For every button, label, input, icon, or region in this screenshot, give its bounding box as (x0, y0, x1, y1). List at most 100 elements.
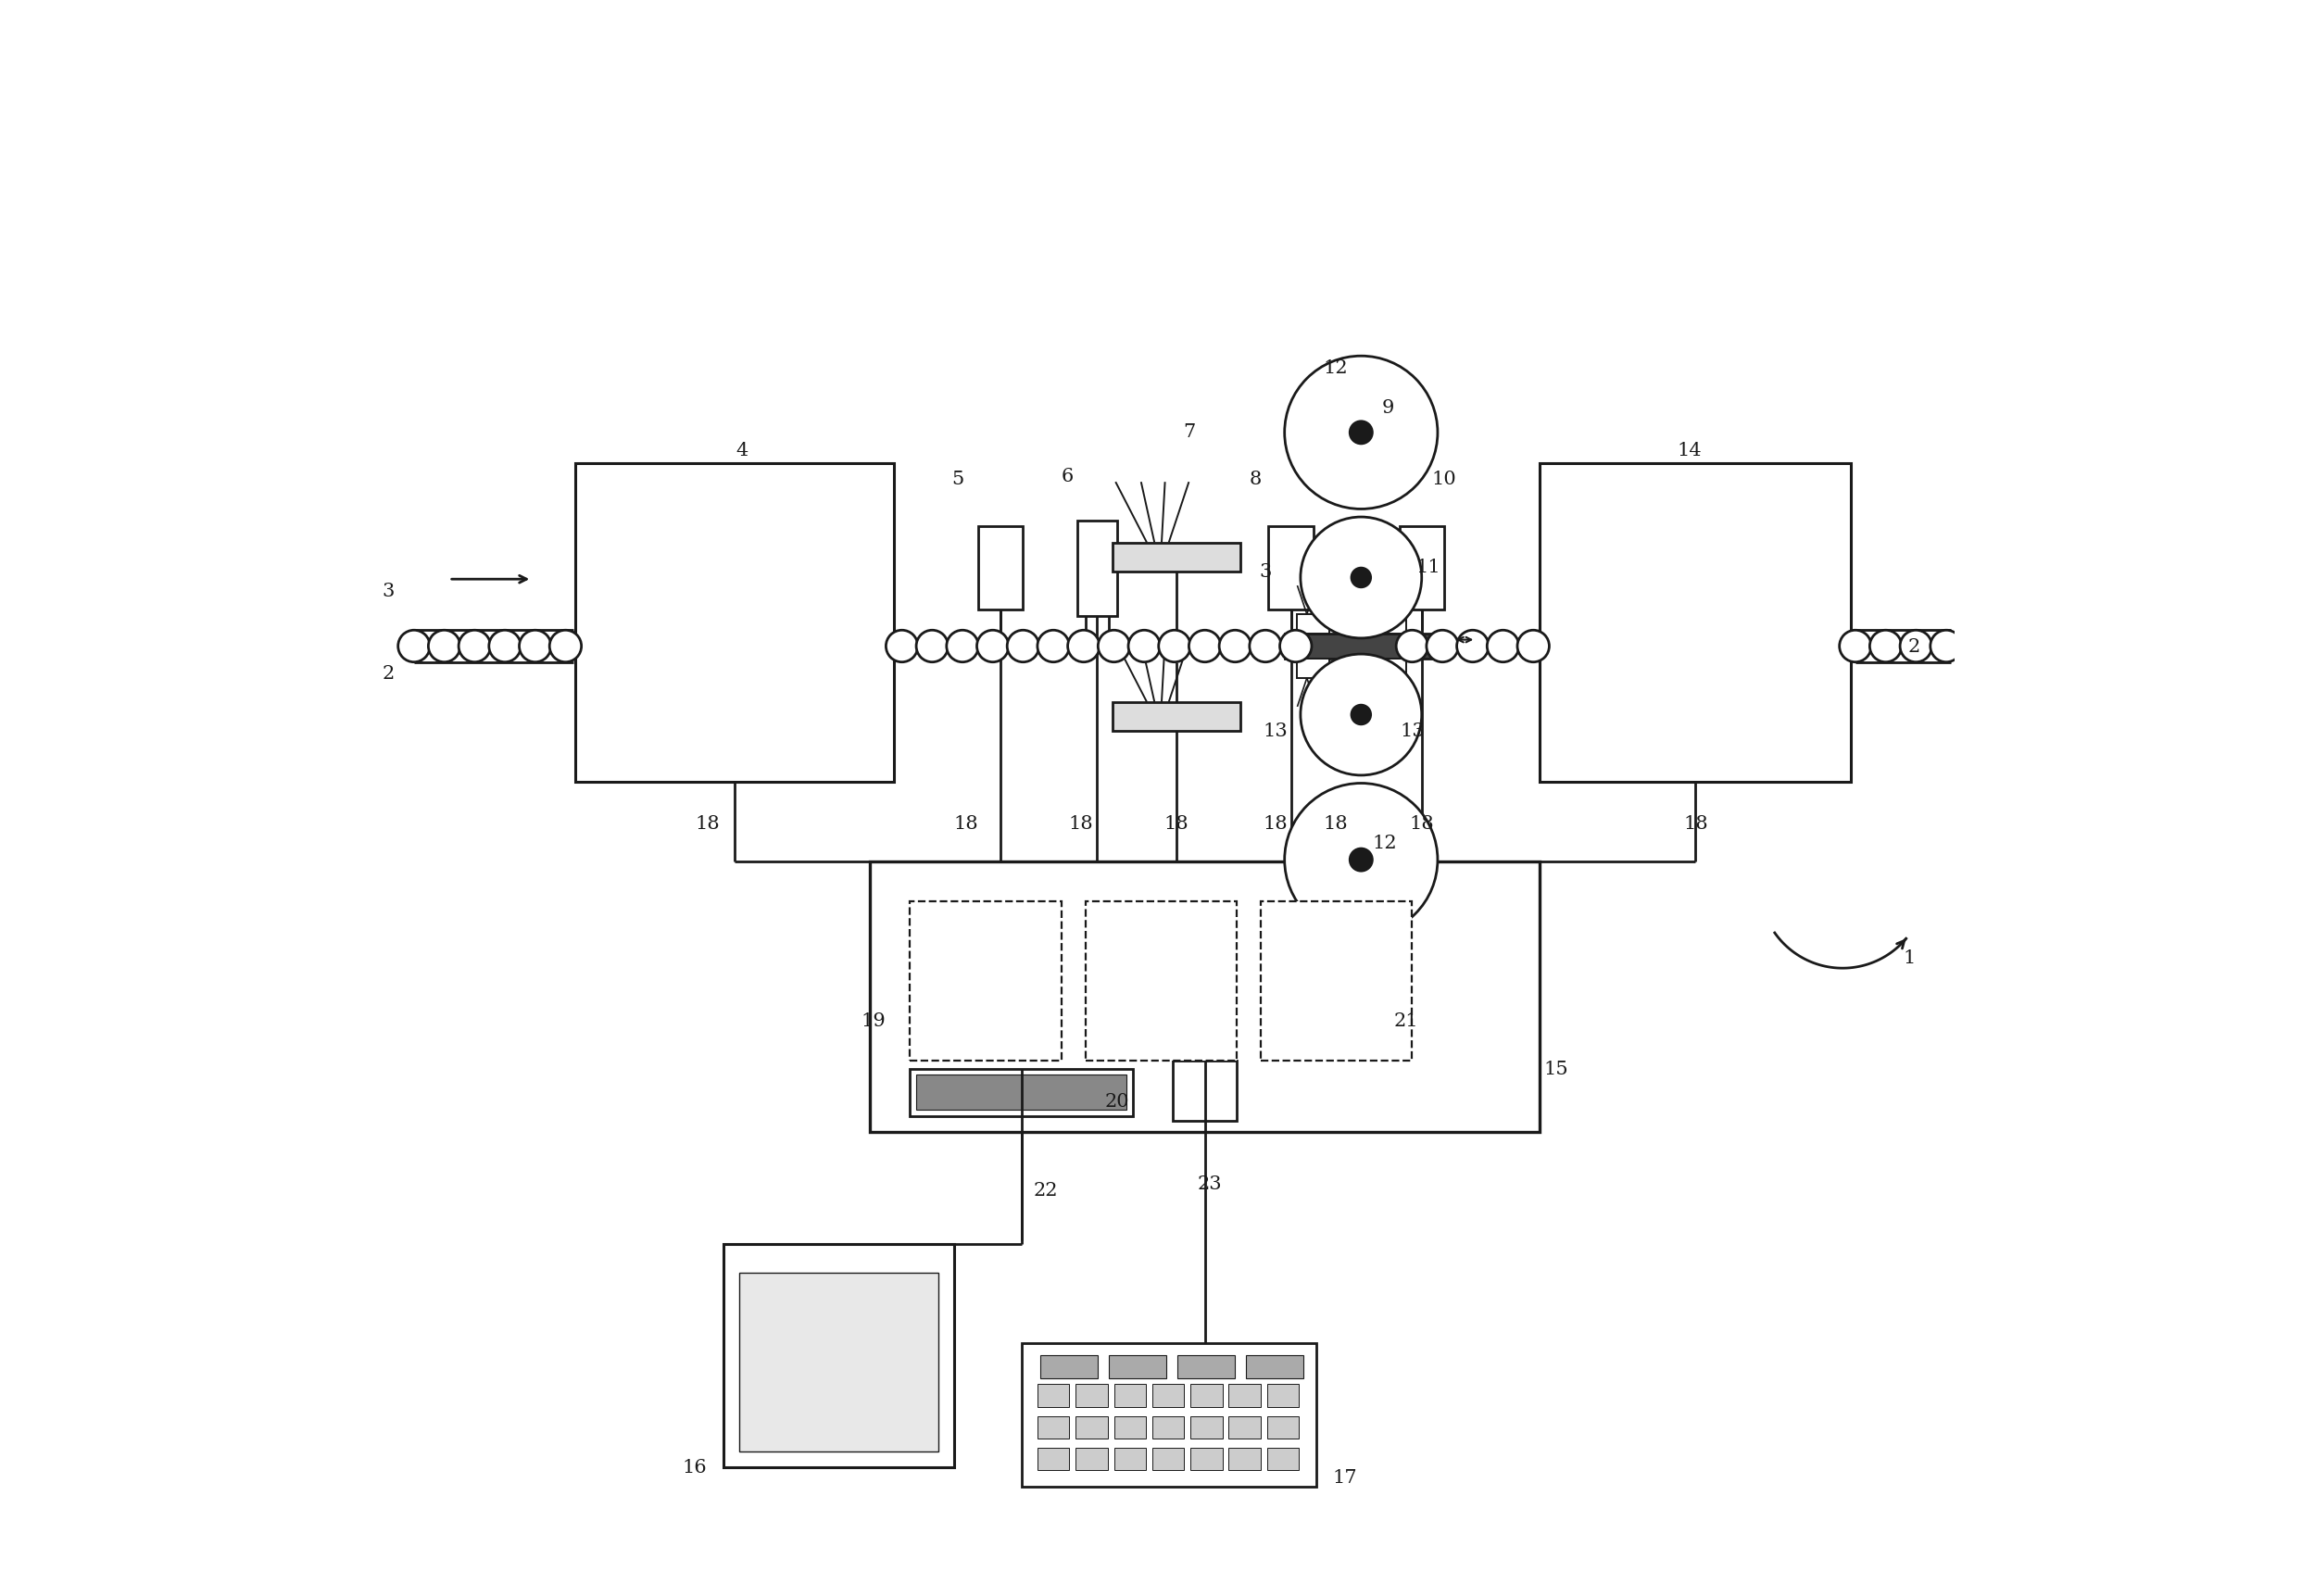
Circle shape (916, 630, 949, 662)
Text: 6: 6 (1062, 468, 1074, 485)
Circle shape (1425, 630, 1458, 662)
Circle shape (1351, 568, 1370, 587)
Text: 18: 18 (1164, 814, 1189, 832)
Bar (979, 527, 1023, 610)
Circle shape (1488, 630, 1518, 662)
Circle shape (398, 630, 430, 662)
Text: 9: 9 (1381, 399, 1395, 417)
Bar (1152, 1384, 1185, 1406)
Circle shape (548, 630, 581, 662)
Bar (909, 1069, 1134, 1117)
Circle shape (1250, 630, 1282, 662)
Circle shape (488, 630, 521, 662)
Bar (1041, 1355, 1099, 1377)
Bar (870, 862, 1539, 1133)
Bar (1037, 1416, 1069, 1438)
Text: 18: 18 (1263, 814, 1287, 832)
Circle shape (886, 630, 919, 662)
Circle shape (1099, 630, 1129, 662)
Text: 10: 10 (1432, 471, 1456, 488)
Bar (724, 1245, 953, 1467)
Circle shape (1067, 630, 1099, 662)
Bar (1375, 614, 1405, 634)
Text: 13: 13 (1400, 723, 1425, 741)
Bar (1268, 1384, 1298, 1406)
Bar (1152, 1416, 1185, 1438)
Circle shape (458, 630, 491, 662)
Bar (1173, 1061, 1236, 1122)
Bar (1229, 1416, 1261, 1438)
Bar (1108, 1355, 1166, 1377)
Circle shape (1129, 630, 1159, 662)
Circle shape (1870, 630, 1902, 662)
Text: 14: 14 (1678, 442, 1701, 460)
Bar (1076, 1416, 1108, 1438)
Bar (1539, 463, 1851, 782)
Text: 12: 12 (1324, 359, 1349, 377)
Bar (916, 1076, 1127, 1111)
Text: 2: 2 (382, 666, 396, 683)
Bar (1189, 1448, 1222, 1470)
Bar (738, 1274, 939, 1451)
Text: 8: 8 (1250, 471, 1261, 488)
Bar (1178, 1355, 1236, 1377)
Circle shape (1219, 630, 1252, 662)
Text: 16: 16 (683, 1459, 708, 1476)
Bar (1247, 1355, 1303, 1377)
Circle shape (1300, 654, 1421, 776)
Bar (1400, 527, 1444, 610)
Bar (1298, 614, 1328, 634)
Bar (1076, 1448, 1108, 1470)
Circle shape (1284, 784, 1437, 937)
Circle shape (1349, 421, 1372, 444)
Bar (1268, 1448, 1298, 1470)
Circle shape (1159, 630, 1189, 662)
Bar (1152, 1448, 1185, 1470)
Circle shape (977, 630, 1009, 662)
Text: 4: 4 (736, 442, 750, 460)
Bar (909, 902, 1062, 1061)
Text: 18: 18 (953, 814, 979, 832)
Circle shape (1300, 517, 1421, 638)
Circle shape (1349, 849, 1372, 871)
Circle shape (518, 630, 551, 662)
Text: 11: 11 (1416, 559, 1439, 576)
Bar (1113, 1384, 1145, 1406)
Text: 3: 3 (1259, 563, 1273, 581)
Text: 3: 3 (382, 583, 396, 600)
Text: 17: 17 (1333, 1468, 1358, 1486)
Bar (1375, 659, 1405, 678)
Text: 21: 21 (1393, 1012, 1418, 1029)
Text: 12: 12 (1372, 833, 1398, 851)
Text: 18: 18 (694, 814, 720, 832)
Text: 23: 23 (1196, 1175, 1222, 1192)
Circle shape (1458, 630, 1488, 662)
Bar (1268, 1416, 1298, 1438)
Circle shape (1395, 630, 1428, 662)
Text: 18: 18 (1069, 814, 1092, 832)
Text: 22: 22 (1032, 1181, 1057, 1199)
Circle shape (946, 630, 979, 662)
Bar (1229, 1448, 1261, 1470)
Bar (1268, 527, 1314, 610)
Text: 5: 5 (951, 471, 965, 488)
Circle shape (1037, 630, 1069, 662)
Text: 19: 19 (861, 1012, 886, 1029)
Bar (1113, 543, 1240, 571)
Text: 20: 20 (1104, 1092, 1129, 1109)
Text: 13: 13 (1263, 723, 1287, 741)
Bar (1037, 1384, 1069, 1406)
Text: 18: 18 (1409, 814, 1435, 832)
Circle shape (1189, 630, 1222, 662)
Text: 18: 18 (1324, 814, 1349, 832)
Bar (1113, 1416, 1145, 1438)
Bar (1229, 1384, 1261, 1406)
Circle shape (1840, 630, 1872, 662)
Circle shape (1284, 356, 1437, 509)
Text: 7: 7 (1182, 423, 1194, 440)
Bar (1037, 1448, 1069, 1470)
Bar (1020, 1342, 1317, 1486)
Circle shape (1518, 630, 1550, 662)
Circle shape (1280, 630, 1312, 662)
Circle shape (1007, 630, 1039, 662)
